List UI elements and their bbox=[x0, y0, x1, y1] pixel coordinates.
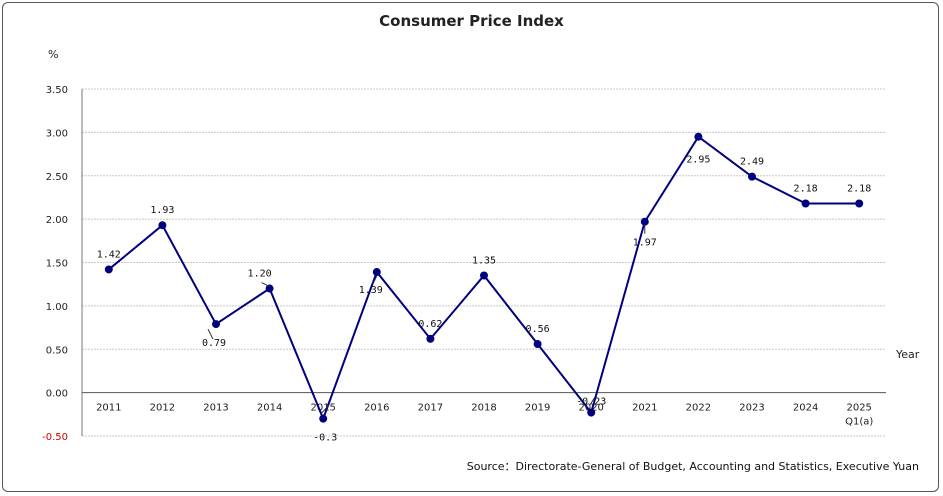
x-tick-label: 2025 bbox=[846, 403, 871, 414]
data-point bbox=[855, 199, 864, 208]
x-tick-label: 2017 bbox=[418, 403, 443, 414]
data-label: 0.79 bbox=[202, 338, 226, 349]
x-tick-label: 2013 bbox=[203, 403, 228, 414]
data-label: 1.35 bbox=[472, 256, 496, 267]
y-tick-label: 0.00 bbox=[46, 389, 68, 400]
data-point bbox=[694, 132, 703, 141]
data-label: 1.93 bbox=[150, 205, 174, 216]
data-label: 1.20 bbox=[248, 269, 272, 280]
x-tick-label: 2011 bbox=[96, 403, 121, 414]
x-tick-label: 2024 bbox=[793, 403, 818, 414]
data-point bbox=[748, 172, 756, 181]
x-tick-sublabel: Q1(a) bbox=[845, 417, 873, 428]
label-leader-line bbox=[372, 275, 378, 285]
data-label: 1.39 bbox=[359, 285, 383, 296]
x-tick-label: 2012 bbox=[150, 403, 175, 414]
data-point bbox=[319, 414, 328, 423]
data-label: 0.56 bbox=[526, 324, 550, 335]
data-point bbox=[212, 320, 220, 329]
data-point bbox=[533, 340, 542, 349]
data-point bbox=[640, 217, 649, 226]
label-leader-line bbox=[589, 396, 596, 405]
x-tick-label: 2018 bbox=[471, 403, 496, 414]
y-tick-label: -0.50 bbox=[42, 432, 68, 443]
data-label: 2.18 bbox=[794, 184, 818, 195]
data-point bbox=[426, 334, 435, 343]
x-tick-label: 2015 bbox=[310, 403, 335, 414]
y-tick-label: 2.50 bbox=[46, 172, 68, 183]
data-point bbox=[265, 284, 274, 293]
data-label: -0.3 bbox=[313, 433, 337, 444]
data-label: 2.49 bbox=[740, 157, 764, 168]
x-tick-label: 2019 bbox=[525, 403, 550, 414]
y-tick-label: 2.00 bbox=[46, 215, 68, 226]
y-axis-unit: % bbox=[48, 48, 59, 61]
data-label: 2.95 bbox=[686, 155, 710, 166]
data-label: 0.62 bbox=[418, 319, 442, 330]
x-tick-label: 2020 bbox=[578, 403, 603, 414]
data-label: 1.42 bbox=[97, 249, 121, 260]
data-point bbox=[587, 408, 596, 417]
y-tick-label: 1.00 bbox=[46, 302, 68, 313]
data-label: 1.97 bbox=[633, 238, 657, 249]
y-tick-label: 3.50 bbox=[46, 85, 68, 96]
y-tick-label: 0.50 bbox=[46, 345, 68, 356]
x-axis-label: Year bbox=[896, 348, 920, 361]
data-label: 2.18 bbox=[847, 184, 871, 195]
data-point bbox=[158, 221, 167, 230]
x-tick-label: 2014 bbox=[257, 403, 282, 414]
data-point bbox=[372, 268, 381, 277]
x-tick-label: 2023 bbox=[739, 403, 764, 414]
data-point bbox=[104, 265, 113, 274]
label-leader-line bbox=[207, 328, 214, 340]
label-leader-line bbox=[319, 404, 330, 415]
chart-title: Consumer Price Index bbox=[379, 12, 564, 30]
y-tick-label: 3.00 bbox=[46, 128, 68, 139]
x-tick-label: 2016 bbox=[364, 403, 389, 414]
y-tick-label: 1.50 bbox=[46, 259, 68, 270]
data-point bbox=[801, 199, 810, 208]
source-note: Source：Directorate-General of Budget, Ac… bbox=[466, 460, 919, 473]
label-leader-line bbox=[261, 282, 270, 287]
x-tick-label: 2021 bbox=[632, 403, 657, 414]
data-point bbox=[480, 271, 488, 280]
x-tick-label: 2022 bbox=[686, 403, 711, 414]
